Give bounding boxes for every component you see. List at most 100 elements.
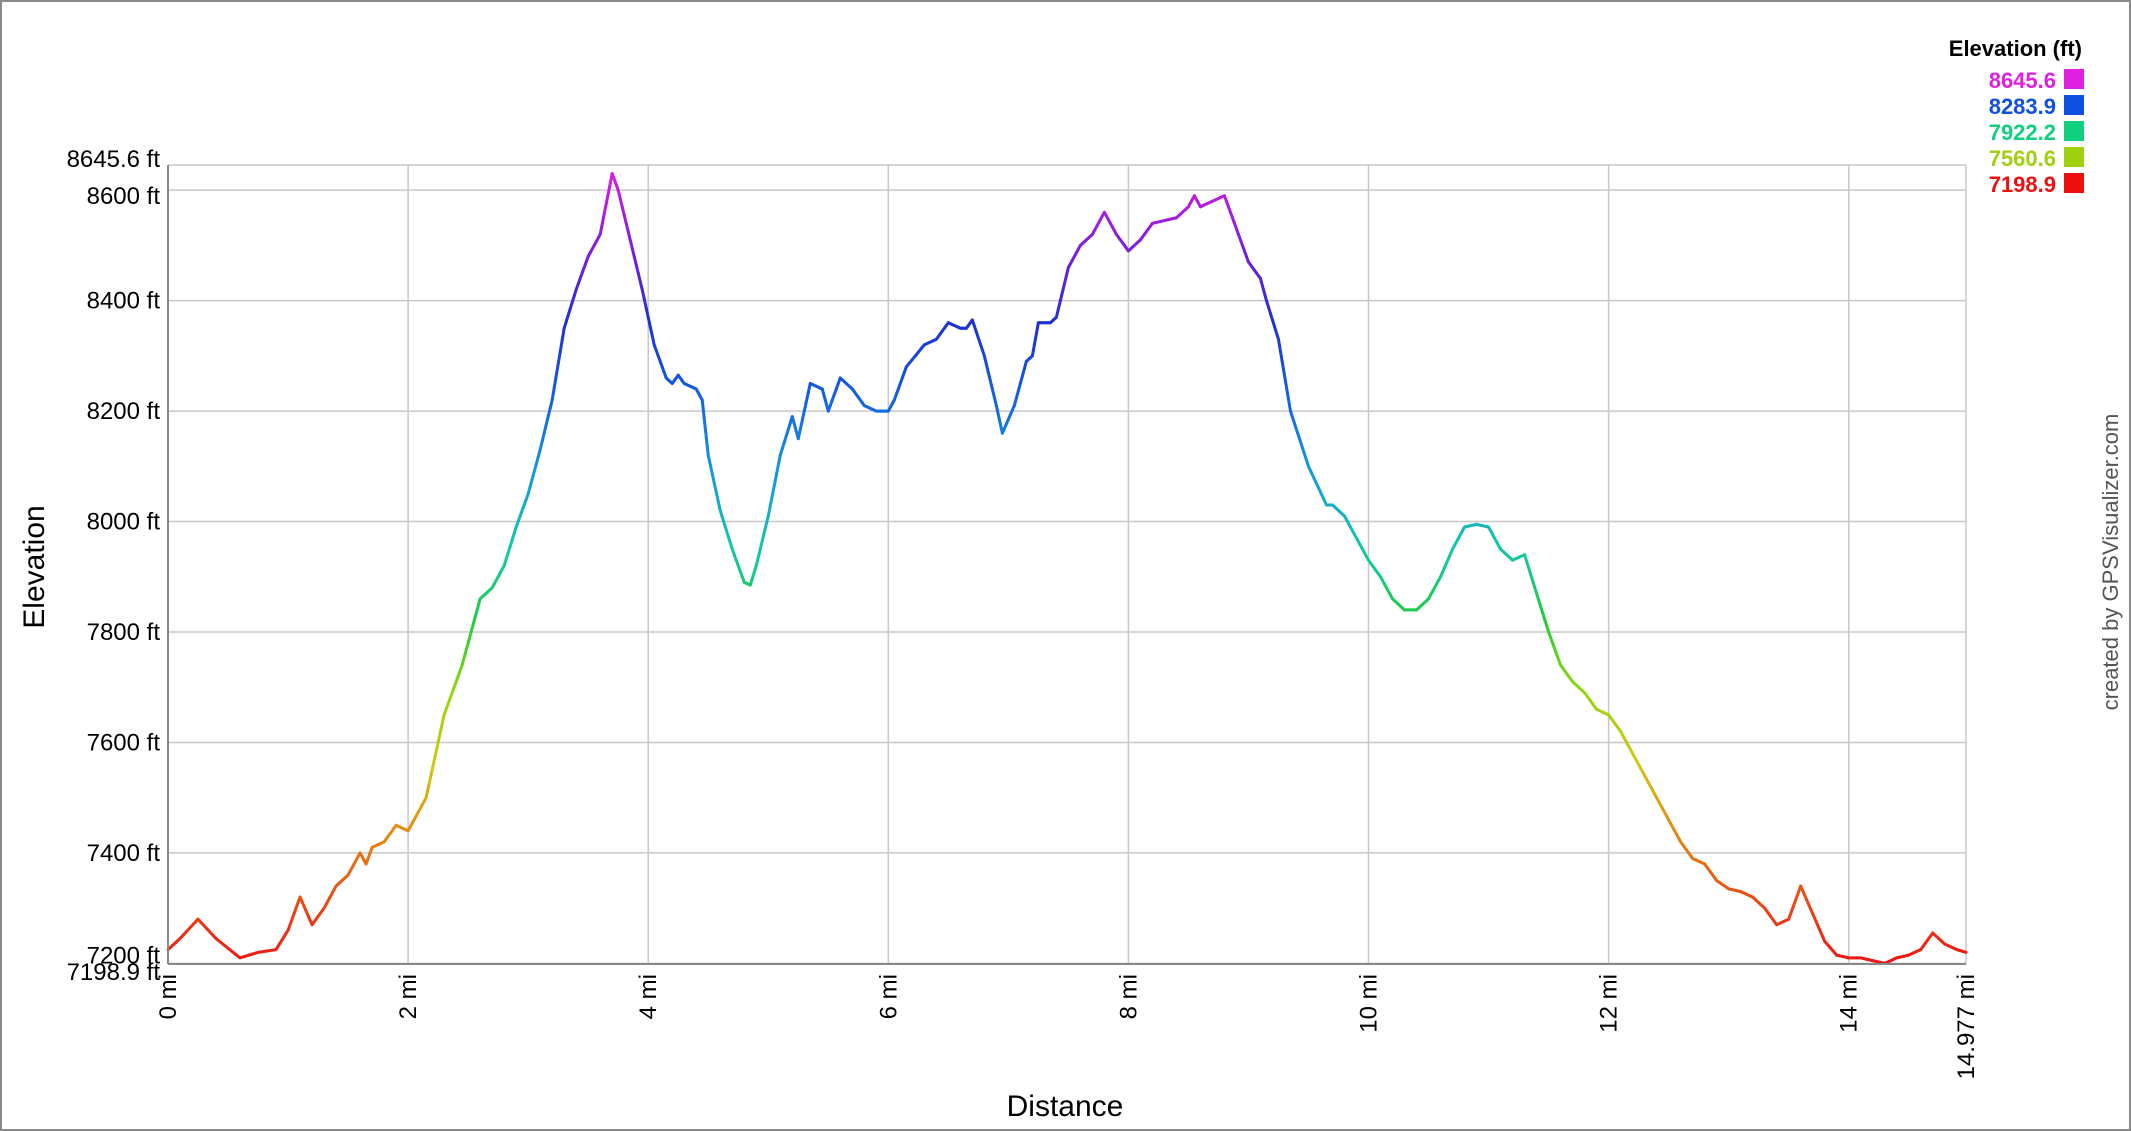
legend-swatch: [2064, 69, 2084, 89]
elevation-line-segment: [704, 435, 709, 448]
elevation-line-segment: [552, 374, 558, 390]
y-tick-label: 7200 ft: [87, 942, 161, 969]
y-tick-label: 8200 ft: [87, 398, 161, 425]
elevation-line-segment: [650, 334, 656, 347]
elevation-line-segment: [1297, 437, 1304, 450]
elevation-line-segment: [430, 754, 437, 772]
elevation-line-segment: [712, 481, 718, 494]
elevation-line-segment: [706, 453, 712, 466]
y-tick-label: 7400 ft: [87, 840, 161, 867]
x-tick-label: 14 mi: [1836, 974, 1863, 1033]
legend-value: 7560.6: [1989, 146, 2056, 171]
elevation-line-segment: [710, 472, 716, 485]
x-tick-label: 4 mi: [635, 974, 662, 1019]
elevation-line-segment: [798, 418, 804, 432]
x-tick-label: 10 mi: [1356, 974, 1383, 1033]
elevation-line-segment: [802, 400, 808, 413]
legend-value: 8645.6: [1989, 68, 2056, 93]
elevation-line-segment: [646, 315, 652, 328]
y-tick-label: 8400 ft: [87, 288, 161, 315]
elevation-line-segment: [424, 782, 431, 800]
elevation-line-segment: [466, 630, 473, 645]
x-tick-label: 8 mi: [1115, 974, 1142, 1019]
elevation-line-segment: [600, 212, 606, 226]
elevation-line-segment: [463, 641, 470, 656]
x-tick-label: 12 mi: [1596, 974, 1623, 1033]
elevation-line-segment: [700, 398, 705, 411]
legend-value: 7198.9: [1989, 172, 2056, 197]
elevation-line-segment: [776, 453, 782, 467]
legend-swatch: [2064, 173, 2084, 193]
legend-swatch: [2064, 147, 2084, 167]
elevation-line-segment: [806, 381, 812, 395]
axes: [167, 165, 1966, 965]
elevation-line-segment: [800, 409, 806, 422]
elevation-line-segment: [1276, 337, 1282, 353]
elevation-line-segment: [640, 288, 646, 301]
y-tick-label: 8645.6 ft: [67, 146, 161, 173]
elevation-line-segment: [554, 362, 560, 378]
elevation-line-segment: [604, 192, 610, 206]
elevation-line-segment: [472, 608, 479, 623]
elevation-line-segment: [705, 444, 710, 457]
elevation-line-segment: [1300, 446, 1307, 459]
elevation-line-segment: [770, 484, 776, 498]
elevation-line-segment: [427, 768, 434, 786]
elevation-line: [166, 172, 1968, 965]
elevation-line-segment: [768, 494, 774, 508]
credit-text: created by GPSVisualizer.com: [2098, 414, 2123, 711]
elevation-line-segment: [1286, 397, 1292, 413]
elevation-line-segment: [433, 740, 440, 758]
y-tick-label: 8000 ft: [87, 509, 161, 536]
x-tick-labels: 0 mi 2 mi 4 mi 6 mi 8 mi 10 mi 12 mi 14 mi 14.97…: [155, 974, 1980, 1079]
elevation-line-segment: [560, 326, 566, 342]
elevation-line-segment: [642, 297, 648, 310]
elevation-line-segment: [644, 306, 650, 319]
x-axis-title: Distance: [1007, 1090, 1124, 1123]
legend-value: 8283.9: [1989, 94, 2056, 119]
elevation-line-segment: [1284, 385, 1290, 401]
elevation-line-segment: [1288, 409, 1295, 422]
elevation-line-segment: [703, 426, 708, 439]
elevation-line-segment: [602, 202, 608, 216]
elevation-line-segment: [708, 462, 714, 476]
elevation-line-segment: [1280, 361, 1286, 377]
elevation-line-segment: [556, 350, 562, 366]
elevation-line-segment: [716, 499, 722, 513]
y-tick-label: 7600 ft: [87, 729, 161, 756]
y-tick-label: 7198.9 ft: [67, 959, 161, 986]
y-tick-label: 7800 ft: [87, 619, 161, 646]
elevation-line-segment: [774, 463, 780, 478]
legend-value: 7922.2: [1989, 120, 2056, 145]
x-tick-label: 2 mi: [395, 974, 422, 1019]
elevation-line-segment: [469, 619, 476, 634]
y-axis-title: Elevation: [18, 505, 51, 628]
elevation-line-segment: [475, 597, 482, 612]
legend-swatch: [2064, 95, 2084, 115]
x-tick-label: 14.977 mi: [1953, 974, 1980, 1079]
legend: Elevation (ft) 8645.68283.97922.27560.67…: [1949, 36, 2084, 197]
legend-swatch: [2064, 121, 2084, 141]
elevation-line-segment: [598, 222, 604, 236]
x-tick-label: 6 mi: [875, 974, 902, 1019]
elevation-line-segment: [439, 713, 446, 731]
elevation-line-segment: [558, 338, 564, 354]
elevation-line-segment: [701, 407, 706, 420]
y-tick-label: 8600 ft: [87, 183, 161, 210]
elevation-line-segment: [796, 428, 802, 441]
elevation-line-segment: [1291, 418, 1298, 432]
elevation-line-segment: [436, 727, 443, 744]
elevation-line-segment: [550, 386, 556, 402]
elevation-line-segment: [714, 490, 720, 503]
elevation-line-segment: [702, 416, 707, 430]
x-tick-label: 0 mi: [155, 974, 182, 1019]
elevation-line-segment: [1282, 373, 1288, 389]
elevation-line-segment: [1294, 428, 1301, 441]
legend-title: Elevation (ft): [1949, 36, 2082, 61]
elevation-line-segment: [648, 324, 654, 338]
grid: [167, 164, 1967, 965]
elevation-line-segment: [772, 474, 778, 488]
